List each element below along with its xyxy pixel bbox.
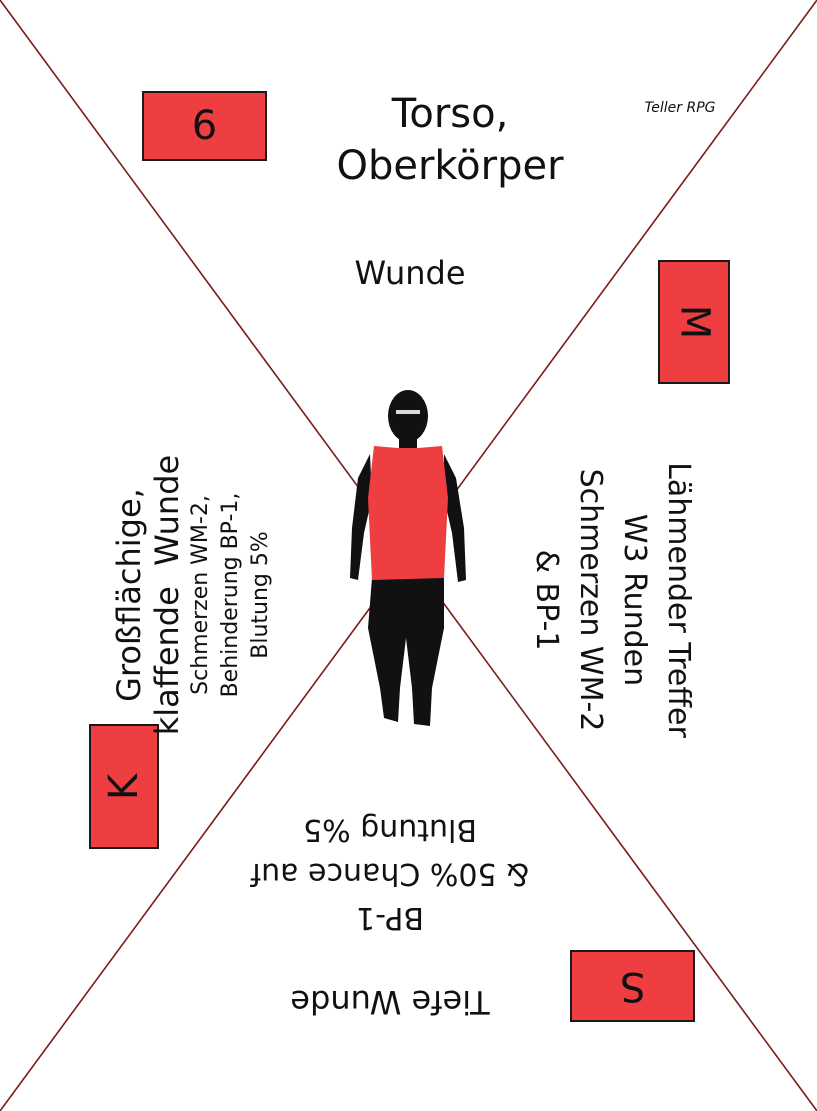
card-title: Torso, Oberkörper: [250, 88, 650, 192]
bottom-line4: Blutung %5: [303, 812, 477, 847]
left-badge: K: [89, 724, 159, 849]
right-line3: Schmerzen WM-2: [573, 468, 608, 732]
right-line2: W3 Runden: [617, 513, 652, 687]
figure-head: [388, 390, 428, 442]
left-line1: Großflächige,: [110, 488, 148, 702]
bottom-line1: Tiefe Wunde: [290, 983, 490, 1021]
card-title-line1: Torso,: [391, 91, 509, 137]
top-label: Wunde: [354, 254, 466, 292]
figure-legs: [368, 578, 444, 726]
bottom-badge: S: [570, 950, 695, 1022]
left-line5: Blutung 5%: [248, 531, 273, 659]
left-line2: klaffende Wunde: [148, 454, 186, 736]
person-silhouette-icon: [350, 390, 466, 726]
figure-neck: [399, 436, 417, 450]
figure-left-arm: [350, 454, 372, 580]
right-line4: & BP-1: [529, 549, 564, 651]
figure-torso-highlight: [368, 446, 448, 580]
left-line3: Schmerzen WM-2,: [188, 495, 213, 695]
bottom-line2: BP-1: [356, 900, 424, 935]
right-line1: Lähmender Treffer: [661, 462, 696, 738]
bottom-line3: & 50% Chance auf: [250, 856, 530, 891]
left-line4: Behinderung BP-1,: [218, 492, 243, 698]
right-badge: M: [658, 260, 730, 384]
brand-label: Teller RPG: [644, 100, 716, 116]
card-title-line2: Oberkörper: [336, 143, 564, 189]
right-text-block: Lähmender Treffer W3 Runden Schmerzen WM…: [500, 390, 700, 810]
figure-right-arm: [444, 454, 466, 582]
right-badge-text: M: [670, 304, 717, 340]
left-text-block: Großflächige, klaffende Wunde Schmerzen …: [110, 385, 280, 805]
top-badge: 6: [142, 91, 267, 161]
bottom-badge-text: S: [619, 963, 646, 1009]
bottom-text-block: Tiefe Wunde BP-1 & 50% Chance auf Blutun…: [220, 795, 560, 1025]
figure-eyes: [396, 410, 420, 414]
